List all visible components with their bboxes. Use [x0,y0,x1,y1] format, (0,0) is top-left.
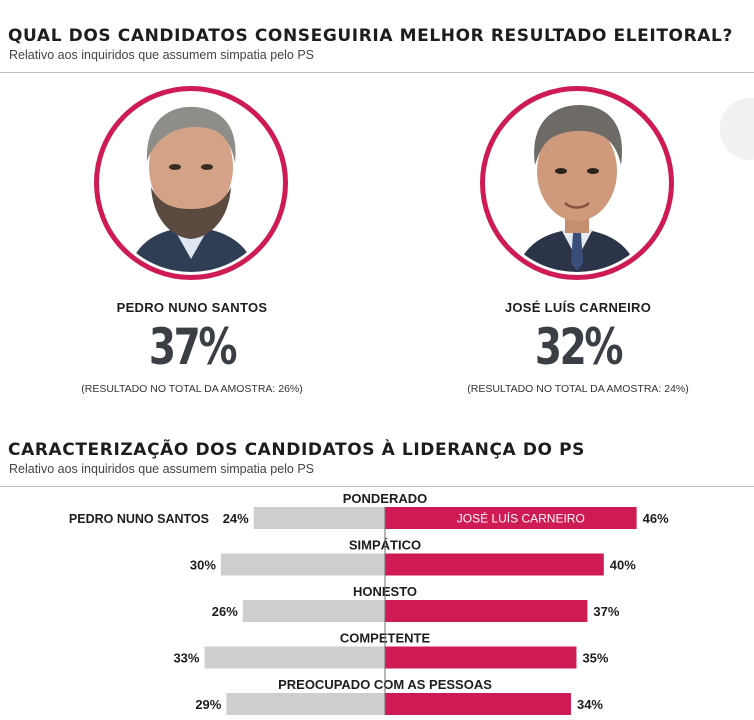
candidate-note-2: (RESULTADO NO TOTAL DA AMOSTRA: 24%) [467,383,689,395]
bar-right [385,600,588,622]
category-label: PONDERADO [343,491,428,506]
bar-right [385,693,571,715]
candidate-portrait-jlc [480,86,674,280]
candidate-percent-2: 32% [534,318,624,376]
value-label-left: 24% [223,511,249,526]
candidate-percent-1: 37% [148,318,238,376]
person-portrait-icon [488,94,666,272]
candidate-name-2: JOSÉ LUÍS CARNEIRO [504,300,652,315]
bar-left [220,553,385,576]
bar-left [204,646,385,669]
section-divider [0,72,754,73]
value-label-right: 37% [593,604,619,619]
value-label-right: 35% [582,651,608,666]
candidate-portrait-pns [94,86,288,280]
bar-right [385,507,637,529]
value-label-left: 26% [212,604,238,619]
value-label-left: 29% [195,697,221,712]
chart-subtitle-2: Relativo aos inquiridos que assumem simp… [9,462,315,476]
bar-left [253,507,385,529]
bar-right [385,646,577,669]
value-label-left: 30% [190,558,216,573]
bar-left [226,693,385,715]
series-label-left: PEDRO NUNO SANTOS [69,512,209,526]
series-label-right: JOSÉ LUÍS CARNEIRO [457,511,585,526]
chart-subtitle-1: Relativo aos inquiridos que assumem simp… [9,48,315,62]
bar-left [242,600,385,622]
bar-right [385,553,604,576]
candidate-name-1: PEDRO NUNO SANTOS [116,300,268,315]
value-label-right: 46% [643,511,669,526]
value-label-right: 40% [610,558,636,573]
value-label-right: 34% [577,697,603,712]
person-portrait-icon [102,94,280,272]
candidate-note-1: (RESULTADO NO TOTAL DA AMOSTRA: 26%) [81,383,303,395]
chart-title-2: CARACTERIZAÇÃO DOS CANDIDATOS À LIDERANÇ… [8,440,586,460]
chart-title-1: QUAL DOS CANDIDATOS CONSEGUIRIA MELHOR R… [8,26,733,46]
value-label-left: 33% [173,651,199,666]
section-divider [0,486,754,487]
